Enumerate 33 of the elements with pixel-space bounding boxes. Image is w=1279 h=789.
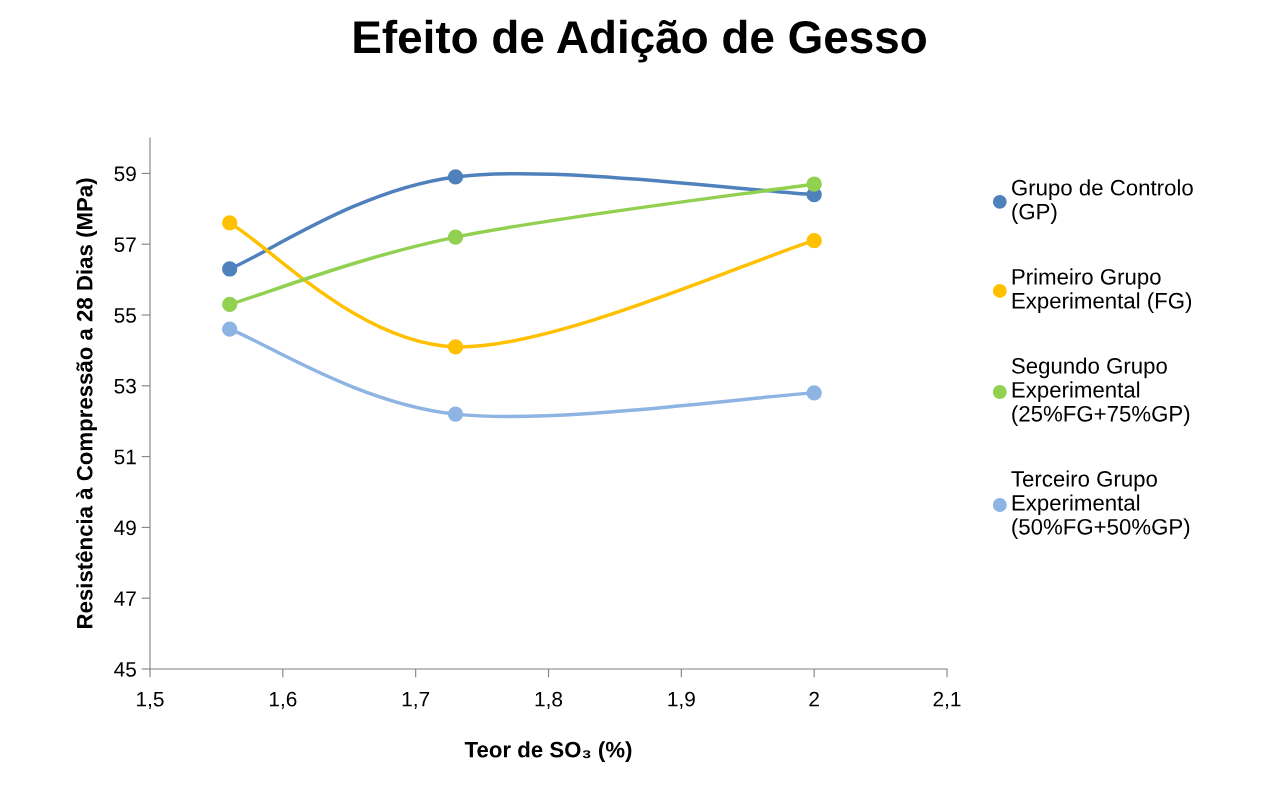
y-tick-label: 51 — [114, 449, 136, 465]
point — [222, 215, 238, 231]
legend-label: Grupo de Controlo (GP) — [1012, 179, 1193, 224]
point — [447, 229, 464, 245]
point — [806, 233, 822, 249]
point — [447, 339, 464, 355]
legend-label: Primeiro Grupo Experimental (FG) — [1012, 268, 1192, 313]
x-axis-title: Teor de SO₃ (%) — [464, 741, 632, 762]
legend-label: Terceiro Grupo Experimental (50%FG+50%GP) — [1011, 470, 1190, 540]
y-tick-label: 49 — [114, 520, 136, 536]
point — [222, 296, 238, 313]
point — [222, 321, 238, 337]
point — [806, 176, 822, 192]
x-tick-label: 2 — [809, 691, 819, 707]
y-tick-label: 45 — [114, 662, 136, 677]
y-tick-label: 59 — [114, 166, 136, 182]
x-tick-label: 1,9 — [668, 691, 695, 709]
y-tick-label: 53 — [114, 378, 136, 394]
y-tick-label: 47 — [114, 591, 136, 606]
point — [447, 169, 464, 185]
point — [806, 385, 822, 401]
x-tick-label: 1,6 — [269, 691, 297, 709]
x-tick-label: 1,8 — [535, 691, 563, 709]
chart-title: Efeito de Adição de Gesso — [354, 19, 926, 63]
y-tick-label: 55 — [114, 308, 136, 323]
x-tick-label: 1,7 — [402, 691, 430, 709]
point — [447, 406, 464, 422]
point — [222, 261, 238, 277]
x-tick-label: 2,1 — [933, 691, 961, 709]
y-axis-title: Resistência à Compressão a 28 Dias (MPa) — [75, 178, 97, 629]
legend-label: Segundo Grupo Experimental (25%FG+75%GP) — [1011, 357, 1190, 427]
y-tick-label: 57 — [114, 237, 136, 252]
x-tick-label: 1,5 — [137, 691, 164, 709]
